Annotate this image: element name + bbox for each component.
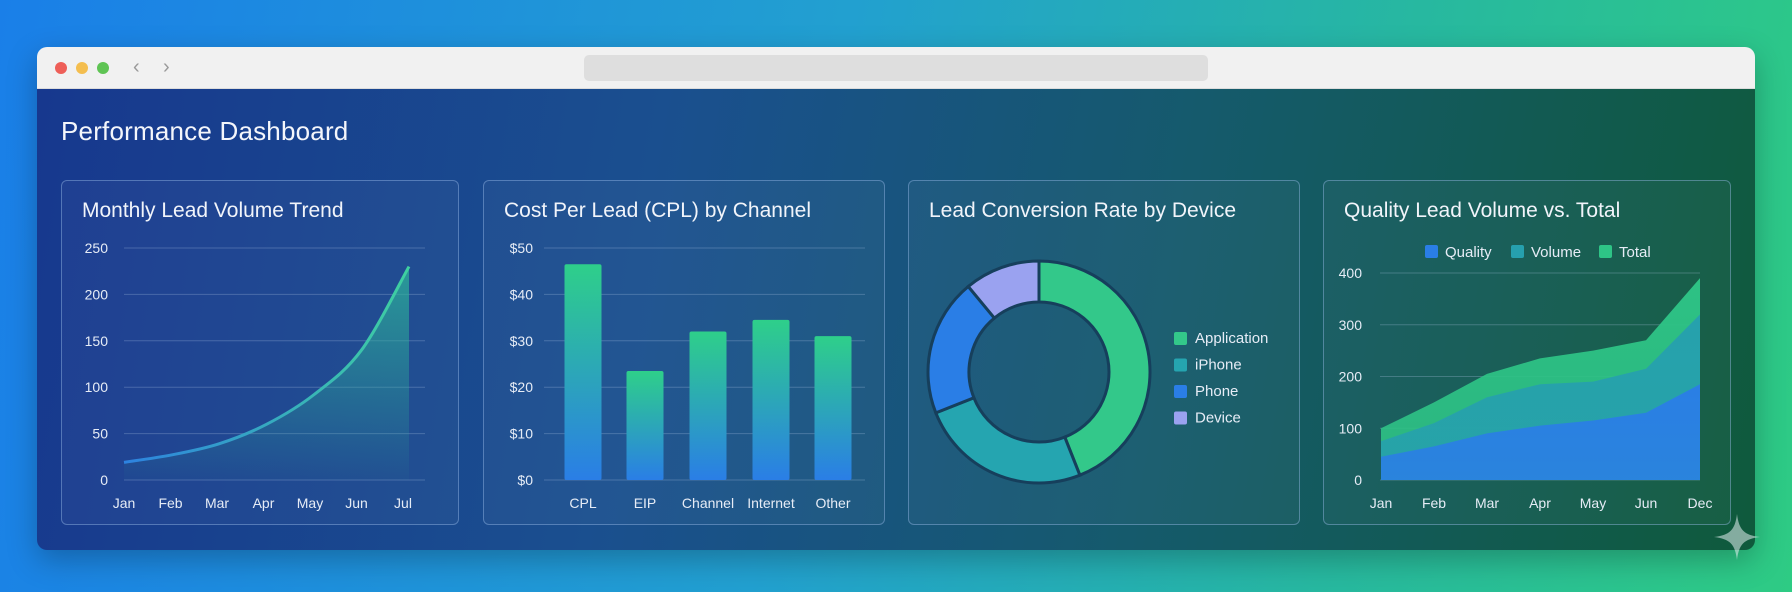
y-tick-label: 200: [85, 286, 109, 302]
donut-slice: [1037, 259, 1152, 478]
cpl-chart-title: Cost Per Lead (CPL) by Channel: [504, 199, 811, 222]
legend-label: Volume: [1531, 244, 1581, 261]
series-line: [123, 265, 411, 464]
legend-label: Device: [1195, 410, 1241, 427]
conversion-chart-title: Lead Conversion Rate by Device: [929, 199, 1237, 222]
area-fill: [124, 266, 409, 480]
cpl-card: Cost Per Lead (CPL) by Channel $0 $10 $20 $…: [483, 180, 885, 525]
x-tick-label: Jun: [345, 495, 368, 511]
x-tick-label: EIP: [634, 495, 657, 511]
x-tick-label: Apr: [253, 495, 275, 511]
y-tick-label: 150: [85, 333, 109, 349]
y-tick-label: 300: [1339, 317, 1363, 333]
x-tick-label: Mar: [205, 495, 229, 511]
legend-swatch: [1599, 245, 1612, 258]
x-tick-label: Apr: [1529, 495, 1551, 511]
x-tick-label: Channel: [682, 495, 734, 511]
x-tick-label: Jan: [113, 495, 136, 511]
bar: [689, 331, 727, 480]
quality-volume-chart-title: Quality Lead Volume vs. Total: [1344, 199, 1621, 222]
legend-label: iPhone: [1195, 357, 1242, 374]
bar: [814, 336, 852, 480]
conversion-chart: Application iPhone Phone Device: [926, 259, 1268, 485]
quality-volume-card: Quality Lead Volume vs. Total 0 100 200 300…: [1323, 180, 1731, 525]
legend-label: Quality: [1445, 244, 1492, 261]
minimize-window-button[interactable]: [76, 62, 88, 74]
close-window-button[interactable]: [55, 62, 67, 74]
y-tick-label: $0: [517, 472, 533, 488]
x-tick-label: Mar: [1475, 495, 1499, 511]
y-tick-label: 250: [85, 240, 109, 256]
x-tick-label: Jan: [1370, 495, 1393, 511]
y-tick-label: 0: [1354, 472, 1362, 488]
y-tick-label: 50: [92, 426, 108, 442]
area-series-quality: [1381, 384, 1700, 480]
y-tick-label: 100: [1339, 420, 1363, 436]
donut-slice: [933, 395, 1082, 485]
y-tick-label: 100: [85, 379, 109, 395]
forward-arrow-icon[interactable]: ›: [163, 56, 170, 78]
browser-titlebar: ‹ ›: [37, 47, 1755, 89]
lead-volume-chart-title: Monthly Lead Volume Trend: [82, 199, 344, 222]
legend-swatch: [1174, 332, 1187, 345]
quality-volume-chart: 0 100 200 300 400 Jan Feb Mar Apr May Jun Dec Qualit…: [1339, 244, 1713, 511]
bar: [564, 264, 602, 480]
legend-label: Application: [1195, 330, 1268, 347]
x-tick-label: Other: [815, 495, 850, 511]
donut-slice: [966, 259, 1041, 321]
x-tick-label: May: [297, 495, 323, 511]
legend-swatch: [1174, 385, 1187, 398]
bar: [626, 370, 664, 480]
legend-swatch: [1511, 245, 1524, 258]
y-tick-label: $20: [510, 379, 534, 395]
lead-volume-chart: 0 50 100 150 200 250 Jan Feb Mar Apr May Jun Jul: [85, 240, 425, 511]
address-bar[interactable]: [584, 55, 1208, 81]
lead-volume-card: Monthly Lead Volume Trend 0 50 100 150 200 25…: [61, 180, 459, 525]
back-arrow-icon[interactable]: ‹: [133, 56, 140, 78]
y-tick-label: $50: [510, 240, 534, 256]
y-tick-label: 400: [1339, 265, 1363, 281]
x-tick-label: Internet: [747, 495, 795, 511]
x-tick-label: Feb: [158, 495, 182, 511]
y-tick-label: $40: [510, 286, 534, 302]
legend-swatch: [1425, 245, 1438, 258]
y-tick-label: 200: [1339, 369, 1363, 385]
legend-swatch: [1174, 411, 1187, 425]
x-tick-label: Jun: [1635, 495, 1658, 511]
dashboard-content: Performance Dashboard Monthly Lead Volum…: [37, 89, 1755, 550]
cpl-chart: $0 $10 $20 $30 $40 $50 CPL EIP Channel Internet Ot…: [510, 240, 865, 511]
page-title: Performance Dashboard: [61, 116, 349, 146]
x-tick-label: Jul: [394, 495, 412, 511]
y-tick-label: $30: [510, 333, 534, 349]
x-tick-label: CPL: [569, 495, 596, 511]
sparkle-icon: [1714, 514, 1760, 560]
x-tick-label: Feb: [1422, 495, 1446, 511]
maximize-window-button[interactable]: [97, 62, 109, 74]
y-tick-label: $10: [510, 426, 534, 442]
legend-swatch: [1174, 358, 1187, 372]
x-tick-label: May: [1580, 495, 1606, 511]
y-tick-label: 0: [100, 472, 108, 488]
conversion-card: Lead Conversion Rate by Device Applicati…: [908, 180, 1300, 525]
x-tick-label: Dec: [1688, 495, 1713, 511]
legend-label: Phone: [1195, 383, 1238, 400]
browser-window: ‹ › Performance Dashboard Monthly Lead V…: [37, 47, 1755, 550]
legend-label: Total: [1619, 244, 1651, 261]
bar: [752, 319, 790, 480]
